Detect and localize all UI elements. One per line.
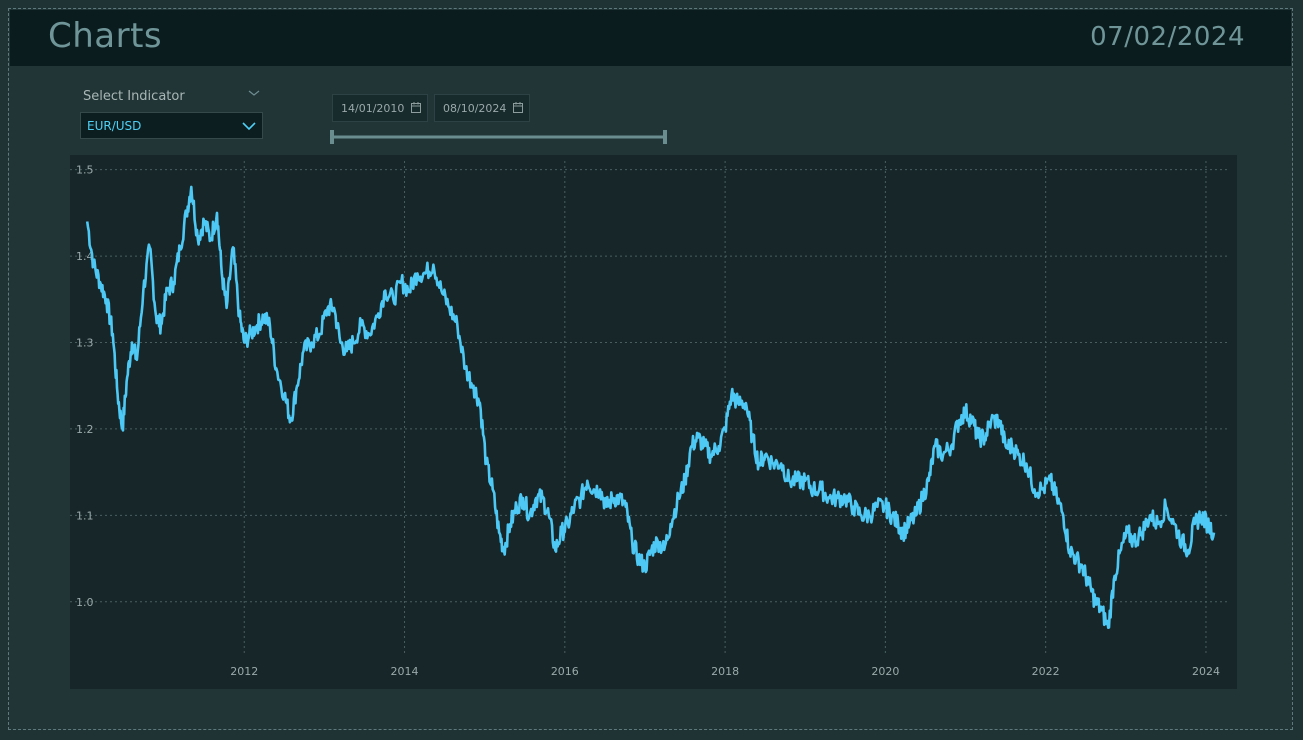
start-date-input[interactable]: 14/01/2010 [332, 94, 428, 122]
indicator-value: EUR/USD [87, 119, 142, 133]
x-tick-label: 2024 [1192, 665, 1220, 678]
chevron-down-icon[interactable] [248, 88, 260, 98]
y-tick-label: 1.3 [76, 337, 94, 350]
y-tick-label: 1.0 [76, 596, 94, 609]
indicator-label: Select Indicator [83, 89, 185, 104]
y-tick-label: 1.2 [76, 423, 94, 436]
current-date: 07/02/2024 [1090, 22, 1245, 52]
page-title: Charts [48, 16, 163, 56]
line-chart: 1.0 1.1 1.2 1.3 1.4 1.5 2012 2014 2016 2018 2020 2… [70, 161, 1230, 678]
dropdown-chevron-icon [242, 122, 256, 131]
slider-handle-end[interactable] [663, 130, 667, 144]
x-tick-label: 2020 [871, 665, 899, 678]
end-date-value: 08/10/2024 [443, 102, 507, 115]
start-date-value: 14/01/2010 [341, 102, 405, 115]
y-tick-label: 1.4 [76, 250, 94, 263]
indicator-select[interactable]: EUR/USD [80, 112, 263, 139]
x-tick-label: 2014 [391, 665, 419, 678]
slider-handle-start[interactable] [330, 130, 334, 144]
date-range-slider[interactable] [330, 129, 668, 145]
x-tick-label: 2016 [551, 665, 579, 678]
x-tick-label: 2022 [1032, 665, 1060, 678]
calendar-icon[interactable] [513, 102, 523, 113]
x-tick-label: 2012 [230, 665, 258, 678]
header-bar: Charts 07/02/2024 [10, 10, 1291, 66]
x-tick-label: 2018 [711, 665, 739, 678]
calendar-icon[interactable] [411, 102, 421, 113]
series-line [85, 185, 1216, 629]
y-tick-label: 1.5 [76, 164, 94, 177]
y-tick-label: 1.1 [76, 509, 94, 522]
end-date-input[interactable]: 08/10/2024 [434, 94, 530, 122]
chart-panel: 1.0 1.1 1.2 1.3 1.4 1.5 2012 2014 2016 2018 2020 2… [70, 155, 1237, 689]
